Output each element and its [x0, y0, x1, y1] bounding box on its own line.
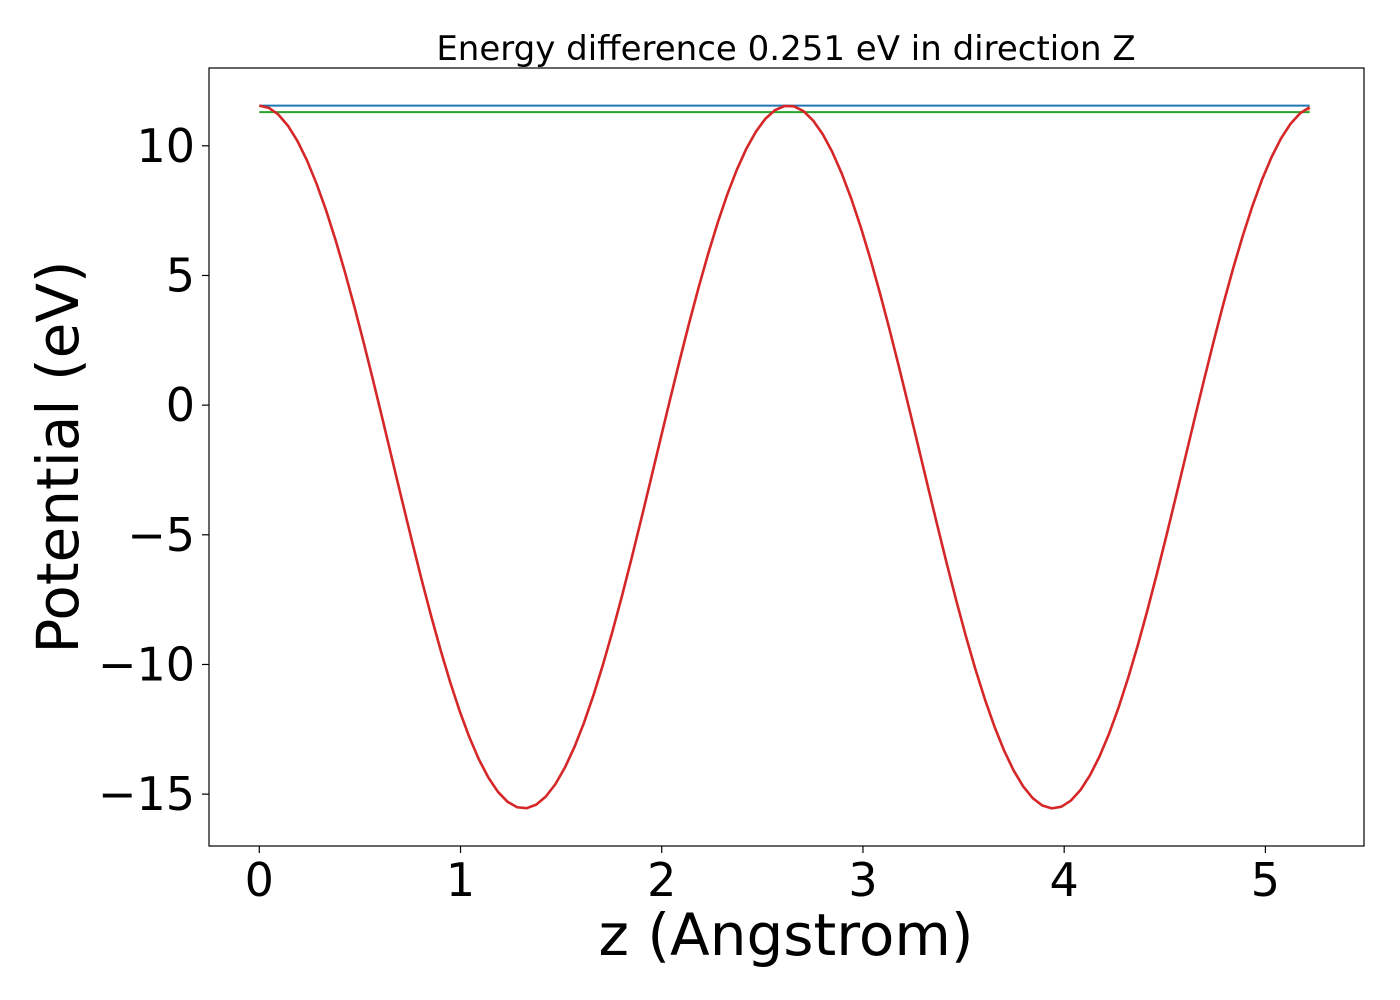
x-tick-label: 2 — [647, 853, 676, 907]
plot-frame — [208, 67, 1365, 847]
y-tick-label: 5 — [166, 248, 195, 302]
x-tick-label: 1 — [446, 853, 475, 907]
x-tick-label: 0 — [245, 853, 274, 907]
series-layer — [259, 104, 1311, 810]
y-tick-label: 0 — [166, 378, 195, 432]
y-tick-label: 10 — [136, 119, 195, 173]
x-axis-label: z (Angstrom) — [599, 901, 974, 969]
y-tick-label: −5 — [127, 508, 195, 562]
x-tick-label: 4 — [1050, 853, 1079, 907]
y-axis-label: Potential (eV) — [24, 260, 92, 653]
x-tick-label: 3 — [848, 853, 877, 907]
x-tick-label: 5 — [1251, 853, 1280, 907]
potential-curve — [259, 104, 1311, 810]
ticks-layer: 0 1 2 3 4 5 10 5 0 −5 −10 −15 — [98, 119, 1280, 907]
y-tick-label: −15 — [98, 767, 195, 821]
chart-title: Energy difference 0.251 eV in direction … — [436, 29, 1135, 69]
y-tick-label: −10 — [98, 637, 195, 691]
